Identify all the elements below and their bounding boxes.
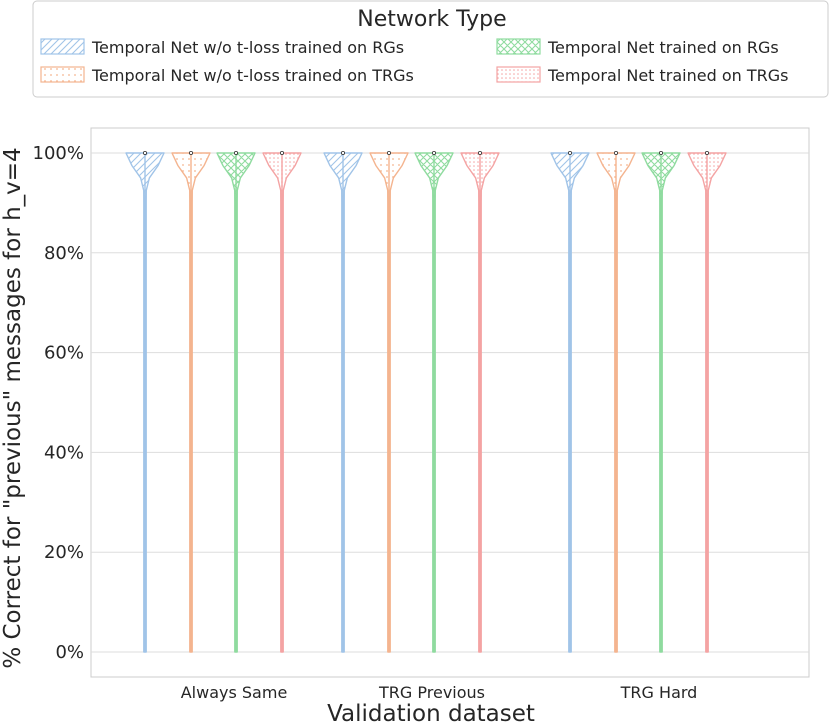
median-marker	[279, 150, 284, 155]
median-marker	[233, 150, 238, 155]
violins	[125, 150, 727, 653]
x-tick-labels: Always Same TRG Previous TRG Hard	[181, 683, 698, 702]
legend-label: Temporal Net w/o t-loss trained on RGs	[91, 38, 404, 57]
x-tick-label: Always Same	[181, 683, 288, 702]
x-axis-title: Validation dataset	[327, 701, 535, 727]
legend: Network Type Temporal Net w/o t-loss tra…	[32, 0, 829, 98]
median-marker	[386, 150, 391, 155]
legend-swatch	[40, 66, 85, 83]
legend-label: Temporal Net trained on RGs	[547, 38, 779, 57]
median-marker	[705, 150, 710, 155]
legend-box	[32, 0, 829, 98]
median-marker	[477, 150, 482, 155]
y-tick-label: 100%	[33, 143, 84, 164]
y-tick-label: 20%	[44, 542, 84, 563]
legend-swatch	[496, 66, 541, 83]
legend-title: Network Type	[357, 7, 506, 32]
legend-label: Temporal Net w/o t-loss trained on TRGs	[91, 66, 414, 85]
y-tick-labels: 0% 20% 40% 60% 80% 100%	[33, 143, 84, 663]
median-marker	[614, 150, 619, 155]
y-tick-label: 0%	[55, 642, 84, 663]
y-tick-label: 40%	[44, 442, 84, 463]
median-marker	[188, 150, 193, 155]
x-tick-label: TRG Previous	[378, 683, 485, 702]
x-tick-label: TRG Hard	[620, 683, 698, 702]
legend-items: Temporal Net w/o t-loss trained on RGs Te…	[40, 38, 788, 85]
median-marker	[142, 150, 147, 155]
y-tick-label: 60%	[44, 343, 84, 364]
y-axis-title: % Correct for "previous" messages for h_…	[0, 147, 26, 668]
plot-area	[90, 127, 810, 678]
median-marker	[431, 150, 436, 155]
median-marker	[340, 150, 345, 155]
legend-label: Temporal Net trained on TRGs	[547, 66, 788, 85]
median-marker	[659, 150, 664, 155]
median-marker	[568, 150, 573, 155]
legend-swatch	[40, 38, 85, 55]
legend-swatch	[496, 38, 541, 55]
y-tick-label: 80%	[44, 243, 84, 264]
